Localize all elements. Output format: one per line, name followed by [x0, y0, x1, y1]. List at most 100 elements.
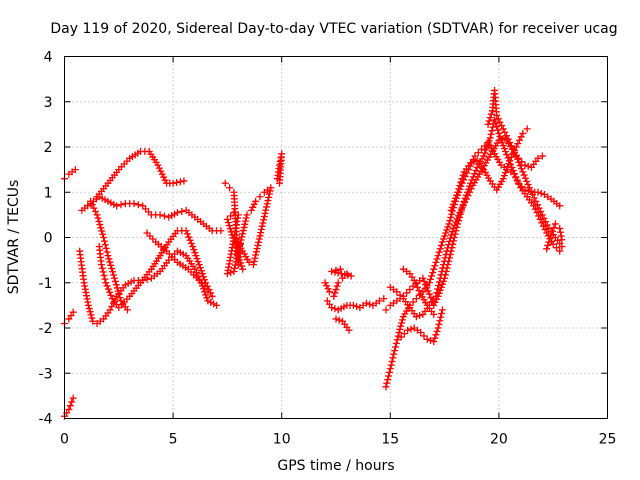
series-s16 [382, 116, 564, 314]
data-point [442, 229, 450, 237]
data-point [100, 234, 108, 241]
data-point [395, 329, 403, 337]
data-point [107, 261, 115, 269]
data-point [362, 299, 370, 307]
data-point [240, 223, 248, 231]
data-point [107, 291, 115, 299]
data-point [434, 285, 442, 293]
data-point [412, 295, 420, 303]
data-point [456, 209, 464, 217]
data-point [541, 226, 549, 234]
data-point [443, 247, 451, 255]
data-point [519, 129, 527, 137]
data-point [512, 173, 520, 181]
data-point [487, 110, 495, 118]
data-point [398, 319, 406, 327]
data-point [324, 285, 332, 293]
data-point [261, 209, 269, 217]
data-point [69, 308, 77, 316]
data-point [520, 171, 528, 179]
series-s7 [95, 227, 216, 312]
data-point [533, 209, 541, 217]
data-point [110, 274, 118, 282]
data-point [160, 212, 168, 220]
data-point [332, 315, 340, 323]
data-point [134, 201, 142, 209]
x-tick-label: 20 [490, 432, 508, 448]
data-point [547, 231, 555, 239]
data-point [542, 218, 550, 226]
data-point [112, 281, 120, 289]
data-point [431, 262, 439, 270]
data-point [447, 231, 455, 239]
data-point [154, 161, 162, 169]
data-point [217, 227, 225, 235]
data-point [191, 249, 199, 257]
data-point [500, 145, 508, 153]
data-point [523, 177, 531, 185]
y-tick-label: -1 [39, 276, 53, 292]
data-point [403, 289, 411, 297]
data-point [185, 233, 193, 241]
data-point [99, 268, 107, 276]
data-point [444, 223, 452, 231]
data-point [238, 262, 246, 270]
data-point [552, 244, 560, 252]
data-point [485, 137, 493, 145]
data-point [420, 277, 428, 285]
data-point [265, 190, 273, 198]
y-tick-label: -2 [39, 321, 53, 337]
data-point [276, 179, 284, 187]
data-point [409, 298, 417, 306]
data-point [515, 158, 523, 166]
data-point [470, 158, 478, 166]
data-point [226, 184, 234, 192]
data-point [514, 155, 522, 163]
data-point [484, 120, 492, 128]
data-point [239, 230, 247, 238]
data-point [99, 230, 107, 238]
data-point [242, 214, 250, 222]
data-point [543, 245, 551, 253]
data-point [434, 252, 442, 260]
data-point [485, 117, 493, 125]
data-point [478, 145, 486, 153]
data-point [447, 213, 455, 221]
data-point [231, 264, 239, 272]
data-point [558, 236, 566, 244]
data-point [186, 236, 194, 244]
data-point [114, 287, 122, 295]
data-point [538, 152, 546, 160]
data-point [349, 301, 357, 309]
data-point [241, 220, 249, 228]
data-point [420, 332, 428, 340]
data-point [103, 282, 111, 290]
data-point [276, 161, 284, 169]
data-point [511, 146, 519, 154]
data-point [464, 192, 472, 200]
data-point [197, 267, 205, 275]
data-point [507, 142, 515, 150]
data-point [116, 294, 124, 302]
data-point [442, 250, 450, 258]
y-tick-label: 0 [44, 231, 53, 247]
data-point [333, 282, 341, 290]
data-point [230, 209, 238, 217]
data-point [535, 212, 543, 220]
data-point [501, 169, 509, 177]
data-point [232, 236, 240, 244]
data-point [262, 203, 270, 211]
data-point [106, 258, 114, 266]
series-s5 [93, 148, 188, 201]
data-point [446, 237, 454, 245]
data-point [482, 146, 490, 154]
y-tick-label: 1 [44, 185, 53, 201]
data-point [431, 334, 439, 342]
data-point [394, 332, 402, 340]
data-point [521, 174, 529, 182]
series-s17 [386, 134, 546, 321]
data-point [201, 276, 209, 284]
data-point [488, 127, 496, 135]
data-point [404, 326, 412, 334]
data-point [397, 333, 405, 341]
